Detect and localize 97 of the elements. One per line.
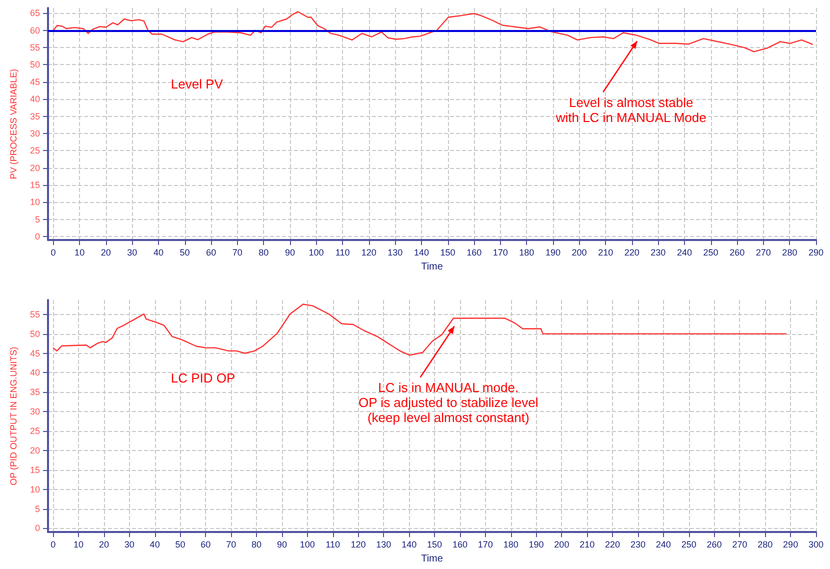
x-tick-label: 50: [175, 540, 186, 550]
x-tick-label: 100: [300, 540, 315, 550]
x-tick-label: 220: [624, 248, 640, 258]
x-tick-label: 250: [703, 248, 718, 258]
y-tick-label: 15: [30, 180, 40, 190]
y-tick-label: 10: [30, 197, 40, 208]
x-tick-label: 140: [402, 540, 417, 550]
x-tick-label: 170: [478, 540, 493, 550]
x-tick-label: 70: [232, 248, 242, 258]
x-tick-label: 50: [180, 248, 190, 258]
y-tick-label: 0: [34, 232, 40, 242]
line-series: [52, 304, 788, 356]
y-tick-label: 50: [30, 60, 40, 70]
y-tick-label: 0: [34, 523, 40, 534]
x-tick-label: 80: [258, 248, 269, 258]
x-tick-label: 180: [503, 540, 518, 550]
x-tick-label: 160: [452, 540, 468, 550]
x-tick-label: 90: [276, 540, 287, 550]
x-tick-label: 230: [630, 540, 646, 550]
x-tick-label: 190: [528, 540, 544, 550]
annotation: LC PID OP: [170, 370, 236, 386]
y-axis-title: OP (PID OUTPUT IN ENG.UNITS): [8, 346, 18, 486]
x-tick-label: 110: [326, 540, 340, 550]
x-tick-label: 110: [335, 248, 350, 258]
x-tick-label: 40: [150, 540, 160, 550]
x-tick-label: 0: [50, 248, 56, 258]
x-tick-label: 40: [153, 248, 164, 258]
annotation: Level PV: [170, 76, 224, 92]
line-series: [52, 11, 814, 52]
x-tick-label: 30: [124, 540, 134, 550]
x-tick-label: 10: [74, 248, 85, 258]
x-tick-label: 280: [782, 248, 798, 258]
y-tick-label: 25: [30, 426, 40, 436]
x-tick-label: 290: [808, 248, 824, 258]
x-tick-label: 80: [252, 540, 262, 550]
x-tick-label: 130: [376, 540, 392, 550]
x-tick-label: 120: [350, 540, 366, 550]
y-tick-label: 45: [30, 76, 40, 87]
x-tick-label: 210: [598, 248, 614, 258]
y-tick-label: 45: [30, 348, 40, 358]
x-axis-title: Time: [421, 261, 444, 272]
x-tick-label: 200: [572, 248, 587, 258]
y-tick-label: 15: [30, 464, 40, 475]
y-tick-label: 5: [34, 504, 40, 514]
x-tick-label: 260: [706, 540, 722, 550]
x-tick-label: 70: [226, 540, 236, 550]
x-axis-title: Time: [421, 554, 444, 564]
x-tick-label: 90: [284, 248, 295, 258]
x-tick-label: 130: [388, 248, 403, 258]
y-tick-label: 35: [30, 111, 40, 122]
x-tick-label: 30: [127, 248, 138, 258]
x-tick-label: 240: [656, 540, 671, 550]
y-axis-title: PV (PROCESS VARIABLE): [8, 68, 18, 180]
x-tick-label: 20: [100, 248, 111, 258]
annotation: LC is in MANUAL mode. OP is adjusted to stabilize level (keep level almost constant): [358, 380, 538, 426]
x-tick-label: 270: [756, 248, 771, 258]
x-tick-label: 230: [650, 248, 666, 258]
y-tick-label: 25: [30, 146, 40, 156]
y-tick-label: 30: [30, 406, 40, 417]
x-tick-label: 290: [783, 540, 798, 550]
x-tick-label: 260: [730, 248, 745, 258]
x-tick-label: 150: [440, 248, 456, 258]
y-tick-label: 30: [30, 128, 40, 138]
x-tick-label: 240: [676, 248, 692, 258]
x-tick-label: 100: [308, 248, 324, 258]
y-tick-label: 55: [30, 309, 40, 320]
y-tick-label: 5: [34, 214, 40, 224]
y-tick-label: 65: [30, 8, 40, 18]
x-tick-label: 300: [808, 540, 824, 550]
x-tick-label: 180: [519, 248, 534, 258]
y-tick-label: 20: [30, 162, 40, 173]
y-tick-label: 40: [30, 368, 40, 378]
x-tick-label: 200: [554, 540, 570, 550]
x-tick-label: 250: [681, 540, 696, 550]
x-tick-label: 140: [414, 248, 429, 258]
y-tick-label: 60: [30, 25, 40, 36]
y-tick-label: 20: [30, 445, 40, 456]
x-tick-label: 10: [74, 540, 84, 550]
x-tick-label: 280: [758, 540, 773, 550]
y-tick-label: 50: [30, 328, 40, 339]
x-tick-label: 60: [200, 540, 211, 550]
x-tick-label: 150: [427, 540, 442, 550]
x-tick-label: 170: [492, 248, 508, 258]
y-tick-label: 35: [30, 387, 40, 398]
x-tick-label: 160: [466, 248, 482, 258]
x-tick-label: 0: [50, 540, 56, 550]
x-tick-label: 270: [732, 540, 748, 550]
y-tick-label: 55: [30, 42, 40, 53]
y-tick-label: 10: [30, 484, 40, 494]
x-tick-label: 190: [545, 248, 560, 258]
x-tick-label: 60: [206, 248, 216, 258]
x-tick-label: 120: [361, 248, 376, 258]
x-tick-label: 220: [605, 540, 620, 550]
annotation: Level is almost stable with LC in MANUAL Mode: [554, 95, 706, 126]
x-tick-label: 20: [98, 540, 109, 550]
y-tick-label: 40: [30, 94, 40, 104]
x-tick-label: 210: [580, 540, 595, 550]
